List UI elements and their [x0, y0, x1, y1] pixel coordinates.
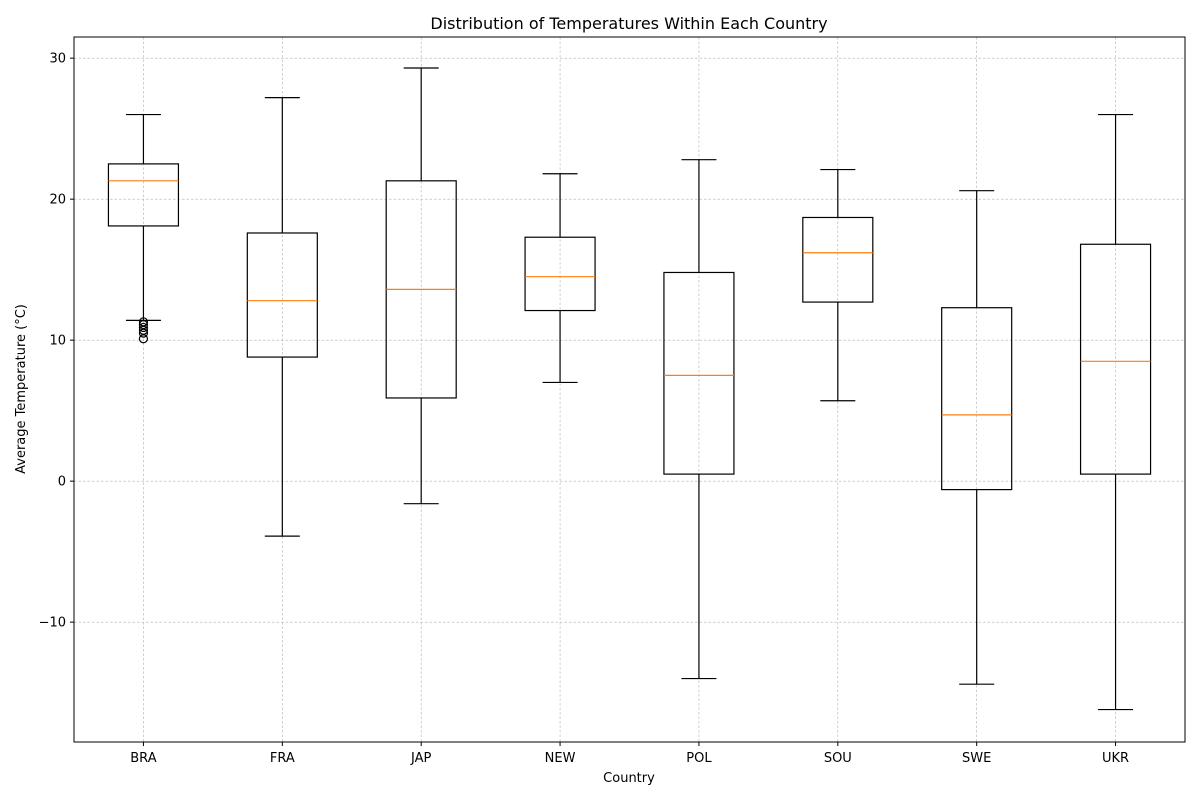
x-tick-label: SWE	[962, 751, 991, 766]
x-tick-label: NEW	[545, 751, 576, 766]
x-tick-label: BRA	[130, 751, 156, 766]
outlier-point	[138, 328, 149, 338]
outlier-point	[138, 322, 149, 333]
x-tick-label: SOU	[824, 751, 852, 766]
y-tick-label: 10	[49, 334, 66, 349]
box-group-ukr	[1079, 113, 1152, 711]
iqr-box	[524, 236, 596, 312]
outlier-point	[138, 334, 149, 344]
box-group-pol	[663, 159, 735, 680]
iqr-box	[941, 307, 1013, 491]
axis-layer: −10 0 10 20 30 BRA FRA JAP NEW POL SOU SWE UKR	[39, 52, 1130, 766]
iqr-box	[802, 216, 874, 303]
x-tick-label: JAP	[410, 751, 431, 766]
y-axis-title: Average Temperature (°C)	[14, 304, 29, 474]
chart-title: Distribution of Temperatures Within Each…	[430, 14, 827, 33]
y-tick-label: 30	[49, 52, 66, 67]
plot-frame	[73, 36, 1186, 743]
iqr-box	[1079, 243, 1152, 475]
x-tick-label: UKR	[1102, 751, 1129, 766]
iqr-box	[663, 271, 735, 475]
y-tick-label: 20	[49, 193, 66, 208]
iqr-box	[107, 163, 180, 227]
box-group-jap	[385, 67, 457, 505]
box-group-swe	[941, 190, 1013, 685]
x-tick-label: FRA	[270, 751, 295, 766]
box-layer	[107, 67, 1152, 711]
box-group-bra	[107, 113, 180, 344]
iqr-box	[246, 232, 318, 358]
y-tick-label: −10	[39, 616, 66, 631]
x-tick-label: POL	[686, 751, 712, 766]
box-group-fra	[246, 97, 318, 537]
box-group-sou	[802, 168, 874, 402]
box-group-new	[524, 173, 596, 384]
y-tick-label: 0	[58, 475, 66, 490]
x-axis-title: Country	[603, 771, 655, 786]
